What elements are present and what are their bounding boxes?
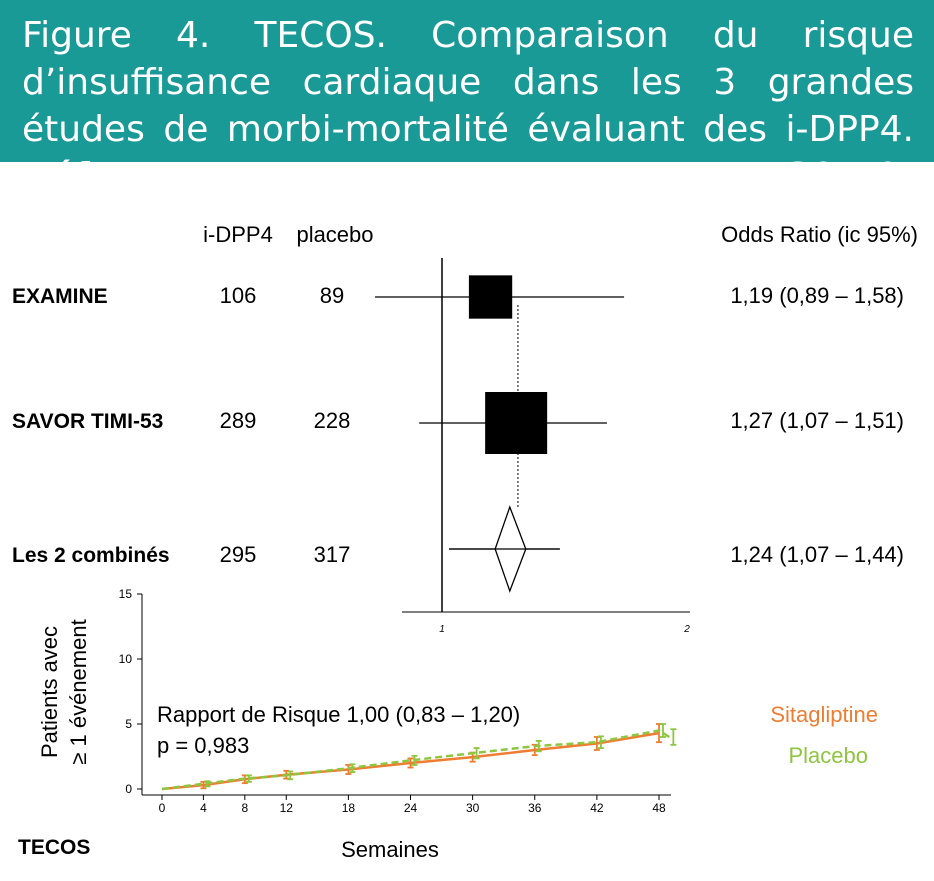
forest-rows: EXAMINE 106 89 1,19 (0,89 – 1,58) SAVOR TIMI… [12,283,904,567]
figure-title: Figure 4. TECOS. Comparaison du risque d… [22,12,914,200]
km-x-tick-0: 0 [159,801,166,815]
series-line-placebo [161,729,671,791]
km-y-tick-0: 0 [125,782,132,796]
column-header-placebo: placebo [296,222,373,247]
y-axis-label-line2: ≥ 1 événement [66,619,91,764]
km-x-tick-48: 48 [652,801,666,815]
km-x-tick-42: 42 [590,801,604,815]
forest-x-tick-2: 2 [683,624,690,635]
km-y-tick-15: 15 [119,587,133,601]
km-x-tick-36: 36 [528,801,542,815]
row-placebo-count-examine: 89 [320,283,344,308]
y-axis-label-line1: Patients avec [37,626,62,758]
point-estimate-examine [468,275,513,319]
row-odds-ratio-examine: 1,19 (0,89 – 1,58) [730,283,904,308]
row-placebo-count-savor-timi-53: 228 [314,408,351,433]
figure-reference: Réf 39,40. [22,156,914,197]
row-odds-ratio-savor-timi-53: 1,27 (1,07 – 1,51) [730,408,904,433]
column-header-odds-ratio: Odds Ratio (ic 95%) [721,222,918,247]
row-placebo-count-les-2-combin-s: 317 [314,542,351,567]
row-idpp4-count-examine: 106 [220,283,257,308]
km-x-tick-12: 12 [280,801,294,815]
km-x-tick-4: 4 [200,801,207,815]
legend-sitagliptine: Sitagliptine [770,702,878,727]
row-idpp4-count-les-2-combin-s: 295 [220,542,257,567]
forest-x-tick-1: 1 [439,624,445,635]
trial-label: TECOS [18,836,90,859]
hazard-ratio-annotation: Rapport de Risque 1,00 (0,83 – 1,20) [157,702,520,727]
row-label-savor-timi-53: SAVOR TIMI-53 [12,410,163,433]
km-x-tick-24: 24 [404,801,418,815]
column-header-idpp4: i-DPP4 [203,222,273,247]
km-x-tick-30: 30 [466,801,480,815]
point-estimate-savor-timi-53 [485,392,548,454]
row-idpp4-count-savor-timi-53: 289 [220,408,257,433]
legend-placebo: Placebo [788,743,868,768]
row-label-les-2-combin-s: Les 2 combinés [12,544,170,567]
title-banner: Figure 4. TECOS. Comparaison du risque d… [0,0,934,197]
km-x-tick-18: 18 [342,801,356,815]
x-axis-label: Semaines [341,837,439,862]
row-label-examine: EXAMINE [12,285,108,308]
y-axis-label: Patients avec ≥ 1 événement [37,619,91,764]
row-odds-ratio-les-2-combin-s: 1,24 (1,07 – 1,44) [730,542,904,567]
km-y-tick-10: 10 [119,652,133,666]
km-y-tick-5: 5 [125,717,132,731]
series-line-sitagliptine [161,731,660,791]
figure-title-text: Figure 4. TECOS. Comparaison du risque d… [22,15,914,150]
km-x-tick-8: 8 [241,801,248,815]
p-value-annotation: p = 0,983 [157,733,249,758]
